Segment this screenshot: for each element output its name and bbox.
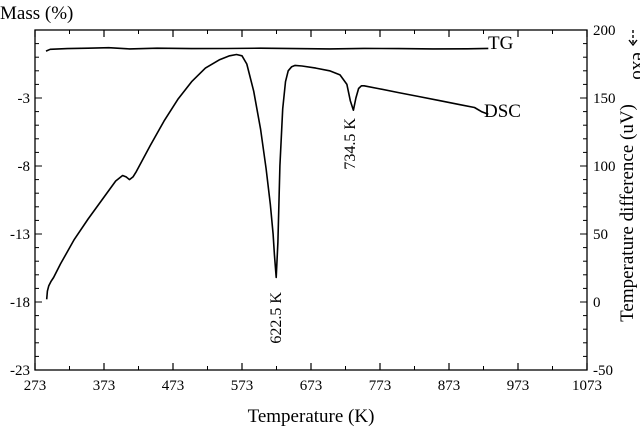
y-left-tick-label: -8 — [18, 159, 31, 175]
y-right-tick-label: 0 — [593, 295, 601, 311]
exo-label: exo — [628, 52, 640, 79]
y-right-tick-label: 150 — [593, 91, 616, 107]
y-right-tick-label: 200 — [593, 23, 616, 39]
series-label-dsc: DSC — [484, 101, 521, 122]
tick-labels: 273 373 473 573 673 773 873 973 1073 -23 -18 -13 -8 -… — [10, 23, 616, 394]
y-left-tick-label: -13 — [10, 227, 30, 243]
y-right-tick-label: 50 — [593, 227, 608, 243]
y-right-axis-title: Temperature difference (uV) — [617, 104, 638, 322]
series-line-dsc — [45, 53, 489, 300]
exo-arrow — [628, 30, 638, 47]
y-left-tick-label: -23 — [10, 363, 30, 379]
annotation-peak-2: 734.5 K — [342, 118, 359, 170]
y-left-tick-label: -3 — [18, 91, 31, 107]
series-line-tg — [45, 46, 489, 52]
x-tick-label: 773 — [369, 378, 392, 394]
x-tick-label: 673 — [300, 378, 323, 394]
y-right-tick-label: 100 — [593, 159, 616, 175]
y-left-axis-title: Mass (%) — [0, 3, 73, 24]
x-tick-label: 273 — [24, 378, 47, 394]
y-left-tick-label: -18 — [10, 295, 30, 311]
tick-marks — [34, 29, 588, 371]
x-tick-label: 973 — [507, 378, 530, 394]
x-tick-label: 1073 — [572, 378, 602, 394]
series-layer — [45, 46, 489, 300]
x-tick-label: 873 — [438, 378, 461, 394]
x-tick-label: 573 — [231, 378, 254, 394]
y-right-tick-label: -50 — [593, 363, 613, 379]
x-axis-title: Temperature (K) — [248, 406, 375, 427]
plot-frame — [34, 29, 588, 371]
annotation-peak-1: 622.5 K — [268, 292, 285, 344]
x-tick-label: 473 — [162, 378, 185, 394]
series-label-tg: TG — [488, 33, 514, 54]
x-tick-label: 373 — [93, 378, 116, 394]
